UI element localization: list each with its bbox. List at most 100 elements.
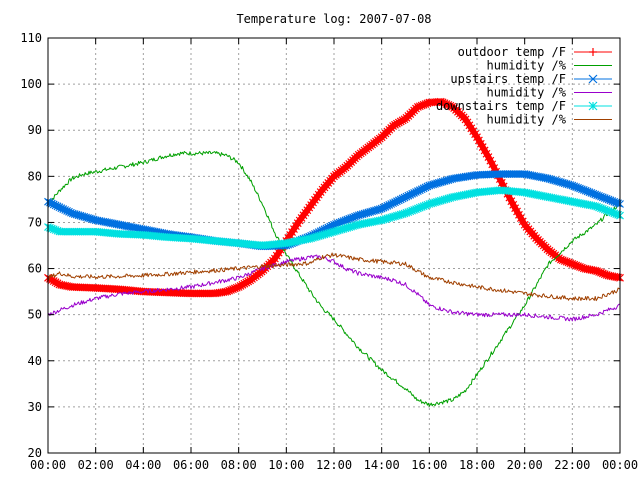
series-point [446, 101, 455, 110]
series-4 [44, 186, 624, 250]
series-point [70, 227, 79, 236]
x-tick-label: 14:00 [364, 458, 400, 472]
series-point [486, 156, 495, 165]
series-point [202, 289, 211, 298]
legend-marker [588, 101, 598, 111]
legend-marker [589, 48, 597, 56]
series-point [59, 227, 68, 236]
series-1 [47, 150, 621, 407]
series-point [84, 227, 92, 236]
data-series [44, 97, 624, 407]
series-point [82, 227, 91, 236]
series-point [410, 189, 419, 197]
series-point [396, 195, 405, 204]
y-tick-label: 60 [28, 262, 42, 276]
series-point [511, 170, 520, 178]
series-line [47, 252, 621, 302]
series-point [200, 289, 209, 298]
x-tick-label: 22:00 [554, 458, 590, 472]
series-point [232, 283, 241, 292]
series-point [402, 192, 411, 201]
x-tick-label: 08:00 [221, 458, 257, 472]
series-point [65, 227, 73, 236]
series-point [406, 190, 415, 199]
x-tick-label: 04:00 [125, 458, 161, 472]
axis-ticks: 20 30 40 50 60 70 80 90 100 110 00:00 02:00 04:00 06:… [20, 31, 638, 472]
series-point [444, 101, 453, 109]
series-point [503, 170, 512, 178]
series-point [438, 98, 447, 107]
series-point [383, 201, 392, 210]
y-tick-label: 50 [28, 308, 42, 322]
series-point [404, 191, 413, 200]
series-point [381, 202, 390, 211]
series-point [387, 200, 396, 208]
series-point [513, 170, 521, 178]
series-point [413, 187, 422, 196]
series-point [80, 227, 89, 236]
series-point [49, 200, 58, 209]
series-point [488, 160, 497, 169]
y-tick-label: 100 [20, 77, 42, 91]
series-point [505, 170, 514, 178]
series-point [72, 227, 81, 236]
series-point [76, 227, 85, 236]
series-point [192, 289, 201, 298]
series-point [379, 203, 388, 212]
series-point [392, 197, 401, 206]
series-point [194, 289, 203, 298]
series-point [86, 227, 94, 236]
series-point [398, 194, 407, 203]
series-point [187, 289, 195, 298]
series-point [505, 193, 514, 202]
x-tick-label: 16:00 [411, 458, 447, 472]
legend-label: upstairs temp /F [450, 72, 566, 86]
series-point [497, 170, 506, 178]
legend-label: outdoor temp /F [458, 45, 566, 59]
series-2 [44, 170, 624, 251]
series-point [490, 164, 499, 172]
series-point [391, 198, 399, 207]
series-point [389, 199, 398, 208]
legend-label: humidity /% [487, 86, 567, 100]
series-point [61, 227, 70, 236]
series-point [87, 227, 96, 236]
series-point [408, 189, 417, 198]
series-point [61, 206, 70, 214]
chart-title: Temperature log: 2007-07-08 [236, 12, 431, 26]
series-point [196, 289, 205, 298]
series-point [55, 203, 64, 212]
y-tick-label: 80 [28, 169, 42, 183]
series-point [206, 289, 214, 298]
series-point [412, 188, 420, 196]
x-tick-label: 06:00 [173, 458, 209, 472]
series-point [394, 196, 403, 205]
legend-label: downstairs temp /F [436, 99, 566, 113]
series-point [198, 289, 207, 298]
x-tick-label: 10:00 [268, 458, 304, 472]
series-point [51, 201, 60, 210]
series-point [507, 170, 516, 178]
series-point [377, 204, 386, 213]
series-point [515, 170, 523, 178]
series-point [385, 200, 394, 209]
x-tick-label: 12:00 [316, 458, 352, 472]
series-point [442, 100, 451, 108]
series-point [47, 199, 56, 208]
series-line [47, 150, 621, 407]
y-tick-label: 40 [28, 354, 42, 368]
series-point [68, 227, 77, 236]
series-point [188, 289, 197, 298]
legend-marker [588, 74, 598, 84]
series-point [509, 170, 518, 178]
series-point [59, 205, 68, 213]
series-point [419, 184, 428, 193]
series-point [53, 202, 62, 211]
series-point [501, 170, 510, 178]
legend-label: humidity /% [487, 113, 567, 127]
series-point [57, 227, 66, 236]
series-3 [47, 254, 621, 322]
series-point [421, 183, 430, 192]
